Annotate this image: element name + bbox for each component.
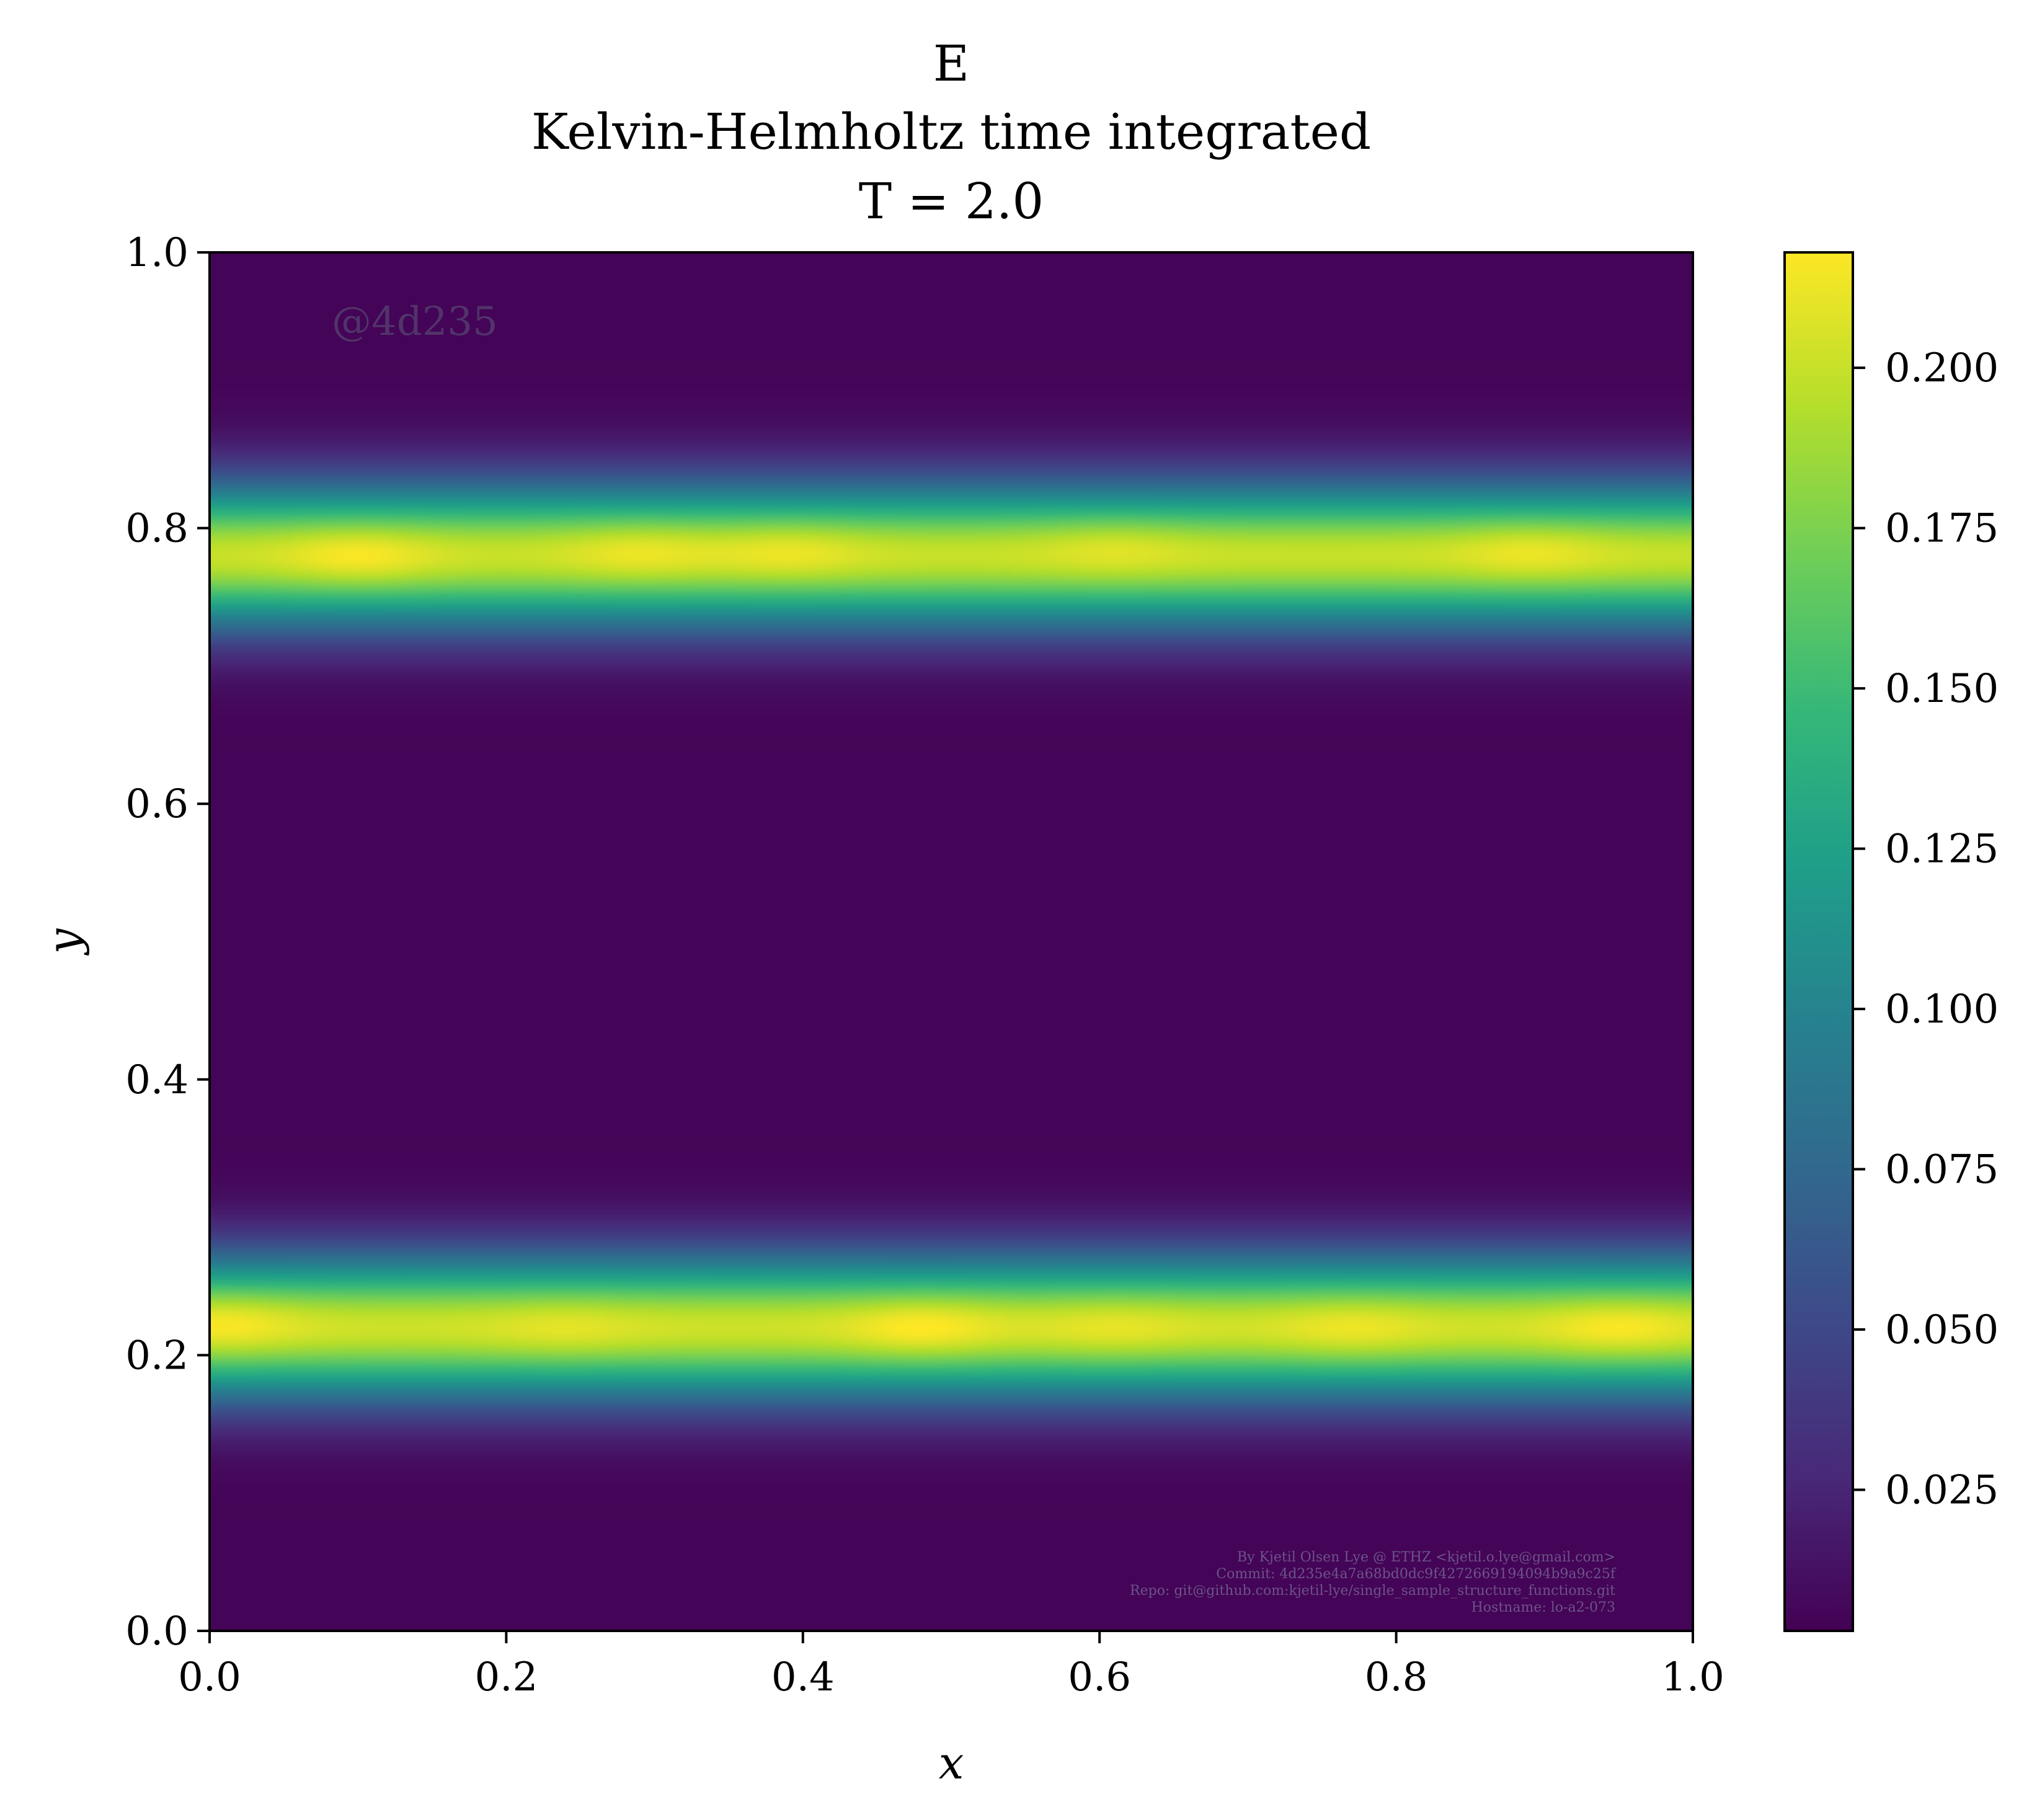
y-axis-label: y: [38, 928, 90, 956]
credits-line-2: Commit: 4d235e4a7a68bd0dc9f4272669194094…: [1216, 1566, 1617, 1582]
colorbar-tick-label: 0.075: [1885, 1147, 1999, 1193]
x-axis-label: x: [939, 1737, 964, 1789]
chart-subtitle: Kelvin-Helmholtz time integrated: [531, 103, 1371, 161]
colorbar-tick-label: 0.025: [1885, 1468, 1999, 1514]
colorbar-tick-label: 0.200: [1885, 345, 1999, 391]
x-tick-label: 0.8: [1365, 1654, 1428, 1700]
credits-line-4: Hostname: lo-a2-073: [1471, 1600, 1615, 1615]
colorbar-tick-label: 0.150: [1885, 666, 1999, 712]
heatmap-area: @4d235 By Kjetil Olsen Lye @ ETHZ <kjeti…: [210, 252, 1693, 1631]
y-tick-label: 1.0: [125, 230, 189, 276]
y-tick-label: 0.8: [125, 506, 189, 552]
chart-time-label: T = 2.0: [859, 172, 1044, 230]
colorbar-tick-label: 0.175: [1885, 506, 1999, 552]
y-tick-label: 0.4: [125, 1057, 189, 1103]
chart-title: E: [933, 35, 969, 92]
colorbar-frame: [1783, 251, 1854, 1632]
heatmap-canvas: [210, 252, 1693, 1631]
watermark: @4d235: [332, 299, 498, 345]
colorbar-tick-label: 0.050: [1885, 1307, 1999, 1353]
x-tick-label: 0.2: [475, 1654, 538, 1700]
colorbar-tick-label: 0.100: [1885, 987, 1999, 1032]
y-tick-label: 0.0: [125, 1609, 189, 1654]
colorbar-tick-label: 0.125: [1885, 827, 1999, 872]
x-tick-label: 0.6: [1068, 1654, 1131, 1700]
credits-line-3: Repo: git@github.com:kjetil-lye/single_s…: [1130, 1583, 1615, 1599]
credits-line-1: By Kjetil Olsen Lye @ ETHZ <kjetil.o.lye…: [1237, 1550, 1615, 1565]
x-tick-label: 0.4: [771, 1654, 835, 1700]
plot-frame: [208, 251, 1694, 1632]
y-tick-label: 0.6: [125, 781, 189, 827]
x-axis-ticks: 0.0 0.2 0.4 0.6 0.8 1.0: [178, 1631, 1724, 1700]
colorbar-ticks: 0.025 0.050 0.075 0.100 0.125 0.150 0.175 0.200: [1853, 345, 1999, 1514]
colorbar: 0.025 0.050 0.075 0.100 0.125 0.150 0.175 0.200: [1783, 251, 1999, 1632]
x-tick-label: 0.0: [178, 1654, 241, 1700]
y-axis-ticks: 0.0 0.2 0.4 0.6 0.8 1.0: [125, 230, 210, 1654]
y-tick-label: 0.2: [125, 1333, 189, 1378]
x-tick-label: 1.0: [1661, 1654, 1724, 1700]
